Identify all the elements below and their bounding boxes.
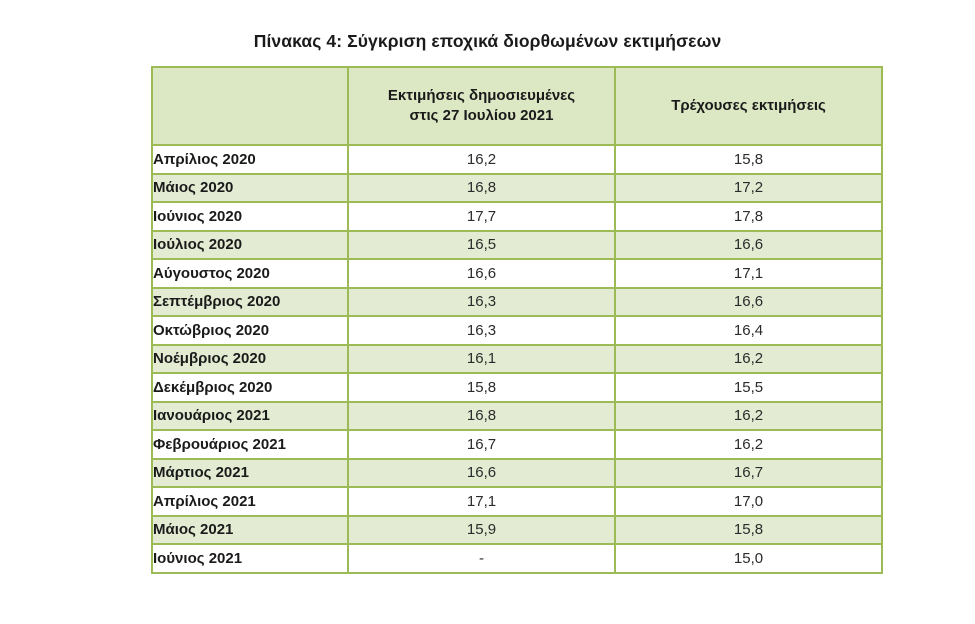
table-row: Δεκέμβριος 2020 15,8 15,5 [151, 372, 883, 403]
current-value-cell: 16,6 [614, 229, 883, 260]
current-value-cell: 15,8 [614, 144, 883, 175]
table-row: Μάιος 2021 15,9 15,8 [151, 514, 883, 545]
published-value-cell: 16,8 [347, 172, 616, 203]
table-row: Οκτώβριος 2020 16,3 16,4 [151, 315, 883, 346]
table-body: Απρίλιος 2020 16,2 15,8 Μάιος 2020 16,8 … [151, 144, 883, 574]
current-value-cell: 15,0 [614, 543, 883, 574]
month-cell: Απρίλιος 2021 [151, 486, 349, 517]
table-row: Νοέμβριος 2020 16,1 16,2 [151, 343, 883, 374]
current-value-cell: 17,2 [614, 172, 883, 203]
month-cell: Μάρτιος 2021 [151, 457, 349, 488]
published-estimates-header: Εκτιμήσεις δημοσιευμένες στις 27 Ιουλίου… [347, 66, 616, 146]
table-row: Ιούνιος 2021 - 15,0 [151, 543, 883, 574]
month-cell: Ιούλιος 2020 [151, 229, 349, 260]
published-value-cell: - [347, 543, 616, 574]
table-row: Φεβρουάριος 2021 16,7 16,2 [151, 429, 883, 460]
month-cell: Σεπτέμβριος 2020 [151, 286, 349, 317]
published-value-cell: 16,6 [347, 457, 616, 488]
month-cell: Απρίλιος 2020 [151, 144, 349, 175]
table-row: Ιούνιος 2020 17,7 17,8 [151, 201, 883, 232]
table-row: Ιούλιος 2020 16,5 16,6 [151, 229, 883, 260]
table-row: Αύγουστος 2020 16,6 17,1 [151, 258, 883, 289]
month-cell: Ιούνιος 2020 [151, 201, 349, 232]
month-cell: Φεβρουάριος 2021 [151, 429, 349, 460]
table-row: Μάιος 2020 16,8 17,2 [151, 172, 883, 203]
published-value-cell: 16,7 [347, 429, 616, 460]
current-estimates-header-label: Τρέχουσες εκτιμήσεις [671, 96, 826, 114]
current-value-cell: 17,1 [614, 258, 883, 289]
published-value-cell: 15,8 [347, 372, 616, 403]
current-estimates-header: Τρέχουσες εκτιμήσεις [614, 66, 883, 146]
month-cell: Αύγουστος 2020 [151, 258, 349, 289]
table-row: Σεπτέμβριος 2020 16,3 16,6 [151, 286, 883, 317]
published-value-cell: 17,1 [347, 486, 616, 517]
published-value-cell: 16,1 [347, 343, 616, 374]
table-row: Απρίλιος 2021 17,1 17,0 [151, 486, 883, 517]
current-value-cell: 16,7 [614, 457, 883, 488]
current-value-cell: 17,0 [614, 486, 883, 517]
published-value-cell: 16,6 [347, 258, 616, 289]
corner-header-cell [151, 66, 349, 146]
month-cell: Μάιος 2021 [151, 514, 349, 545]
header-row: Εκτιμήσεις δημοσιευμένες στις 27 Ιουλίου… [151, 66, 883, 146]
month-cell: Νοέμβριος 2020 [151, 343, 349, 374]
published-value-cell: 16,3 [347, 286, 616, 317]
published-value-cell: 16,2 [347, 144, 616, 175]
current-value-cell: 16,4 [614, 315, 883, 346]
table-title: Πίνακας 4: Σύγκριση εποχικά διορθωμένων … [253, 31, 722, 51]
published-value-cell: 15,9 [347, 514, 616, 545]
current-value-cell: 16,2 [614, 400, 883, 431]
current-value-cell: 15,8 [614, 514, 883, 545]
current-value-cell: 15,5 [614, 372, 883, 403]
table-row: Μάρτιος 2021 16,6 16,7 [151, 457, 883, 488]
published-estimates-header-label: Εκτιμήσεις δημοσιευμένες στις 27 Ιουλίου… [387, 86, 576, 124]
month-cell: Ιανουάριος 2021 [151, 400, 349, 431]
current-value-cell: 16,6 [614, 286, 883, 317]
table-row: Ιανουάριος 2021 16,8 16,2 [151, 400, 883, 431]
month-cell: Οκτώβριος 2020 [151, 315, 349, 346]
month-cell: Μάιος 2020 [151, 172, 349, 203]
current-value-cell: 16,2 [614, 343, 883, 374]
published-value-cell: 17,7 [347, 201, 616, 232]
published-value-cell: 16,5 [347, 229, 616, 260]
seasonally-adjusted-comparison-table: Εκτιμήσεις δημοσιευμένες στις 27 Ιουλίου… [151, 66, 883, 574]
current-value-cell: 16,2 [614, 429, 883, 460]
month-cell: Δεκέμβριος 2020 [151, 372, 349, 403]
published-value-cell: 16,8 [347, 400, 616, 431]
month-cell: Ιούνιος 2021 [151, 543, 349, 574]
current-value-cell: 17,8 [614, 201, 883, 232]
published-value-cell: 16,3 [347, 315, 616, 346]
table-row: Απρίλιος 2020 16,2 15,8 [151, 144, 883, 175]
